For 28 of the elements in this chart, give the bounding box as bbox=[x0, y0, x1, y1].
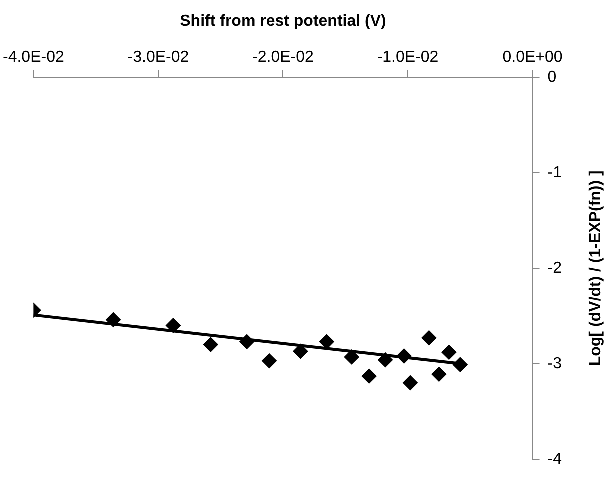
point bbox=[442, 344, 457, 360]
point bbox=[293, 344, 308, 359]
point bbox=[106, 312, 122, 328]
point bbox=[396, 348, 412, 364]
point bbox=[378, 352, 394, 368]
point bbox=[319, 334, 334, 350]
y-tick-label: -1 bbox=[548, 164, 562, 182]
point bbox=[362, 368, 377, 384]
y-tick-label: 0 bbox=[548, 68, 557, 86]
x-axis-title: Shift from rest potential (V) bbox=[180, 13, 386, 30]
y-tick-label: -4 bbox=[548, 450, 562, 468]
point bbox=[262, 354, 278, 369]
point bbox=[452, 357, 468, 372]
point bbox=[344, 350, 360, 365]
point bbox=[402, 376, 418, 390]
point bbox=[432, 366, 447, 382]
point bbox=[422, 330, 437, 346]
x-tick-label: -4.0E-02 bbox=[2, 49, 64, 66]
y-axis-title: Log[ (dV/dt) / (1-EXP(fn)) ] bbox=[587, 170, 604, 366]
y-tick-label: -2 bbox=[548, 260, 562, 277]
x-tick-label: -2.0E-02 bbox=[252, 49, 314, 66]
x-tick-label: 0.0E+00 bbox=[502, 49, 563, 66]
x-tick-label: -3.0E-02 bbox=[128, 49, 190, 66]
y-tick-label: -3 bbox=[548, 355, 562, 372]
x-tick-label: -1.0E-02 bbox=[377, 49, 439, 66]
point bbox=[240, 334, 255, 350]
point bbox=[203, 337, 218, 352]
point bbox=[166, 318, 181, 334]
